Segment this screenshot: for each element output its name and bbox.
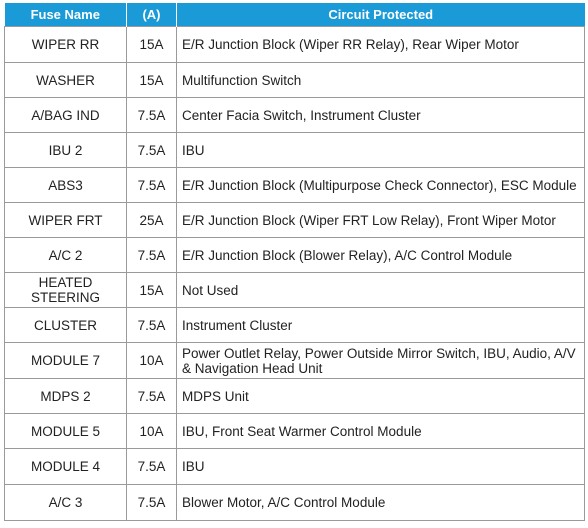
fuse-name-cell: A/BAG IND (4, 97, 127, 133)
fuse-name-cell: MODULE 7 (4, 342, 127, 379)
fuse-name-cell: HEATED STEERING (4, 272, 127, 308)
amp-cell: 15A (126, 62, 177, 98)
table-row: A/C 3 7.5A Blower Motor, A/C Control Modul… (4, 484, 585, 521)
amp-cell: 15A (126, 26, 177, 63)
table-header: Fuse Name (A) Circuit Protected (4, 3, 585, 27)
circuit-cell: Blower Motor, A/C Control Module (176, 484, 585, 521)
fuse-name-cell: A/C 3 (4, 484, 127, 521)
fuse-name-cell: WIPER FRT (4, 202, 127, 238)
circuit-cell: IBU (176, 132, 585, 168)
fuse-table: Fuse Name (A) Circuit Protected WIPER RR… (4, 3, 585, 521)
fuse-name-cell: ABS3 (4, 167, 127, 203)
circuit-cell: Not Used (176, 272, 585, 308)
circuit-cell: Center Facia Switch, Instrument Cluster (176, 97, 585, 133)
table-row: CLUSTER 7.5A Instrument Cluster (4, 307, 585, 343)
fuse-name-cell: A/C 2 (4, 237, 127, 273)
circuit-cell: IBU, Front Seat Warmer Control Module (176, 413, 585, 449)
table-row: MODULE 5 10A IBU, Front Seat Warmer Contro… (4, 413, 585, 449)
amp-cell: 25A (126, 202, 177, 238)
table-row: HEATED STEERING 15A Not Used (4, 272, 585, 308)
amp-cell: 10A (126, 413, 177, 449)
header-row: Fuse Name (A) Circuit Protected (4, 3, 585, 27)
circuit-cell: IBU (176, 448, 585, 485)
header-fuse-name: Fuse Name (4, 3, 127, 27)
header-circuit: Circuit Protected (176, 3, 585, 27)
amp-cell: 7.5A (126, 167, 177, 203)
fuse-name-cell: MODULE 4 (4, 448, 127, 485)
circuit-cell: Multifunction Switch (176, 62, 585, 98)
table-row: A/BAG IND 7.5A Center Facia Switch, Instru… (4, 97, 585, 133)
table-row: IBU 2 7.5A IBU (4, 132, 585, 168)
amp-cell: 7.5A (126, 484, 177, 521)
table-body: WIPER RR 15A E/R Junction Block (Wiper RR … (4, 26, 585, 521)
table-row: WIPER FRT 25A E/R Junction Block (Wiper FR… (4, 202, 585, 238)
table-row: MODULE 7 10A Power Outlet Relay, Power Out… (4, 342, 585, 379)
circuit-cell: MDPS Unit (176, 378, 585, 414)
amp-cell: 15A (126, 272, 177, 308)
fuse-name-cell: WASHER (4, 62, 127, 98)
table-row: MDPS 2 7.5A MDPS Unit (4, 378, 585, 414)
table-row: WIPER RR 15A E/R Junction Block (Wiper RR … (4, 26, 585, 63)
table-row: A/C 2 7.5A E/R Junction Block (Blower Rela… (4, 237, 585, 273)
amp-cell: 7.5A (126, 448, 177, 485)
amp-cell: 7.5A (126, 237, 177, 273)
amp-cell: 10A (126, 342, 177, 379)
circuit-cell: E/R Junction Block (Multipurpose Check C… (176, 167, 585, 203)
circuit-cell: E/R Junction Block (Blower Relay), A/C C… (176, 237, 585, 273)
fuse-name-cell: IBU 2 (4, 132, 127, 168)
amp-cell: 7.5A (126, 132, 177, 168)
table-row: ABS3 7.5A E/R Junction Block (Multipurpose… (4, 167, 585, 203)
circuit-cell: E/R Junction Block (Wiper FRT Low Relay)… (176, 202, 585, 238)
circuit-cell: Instrument Cluster (176, 307, 585, 343)
amp-cell: 7.5A (126, 97, 177, 133)
fuse-name-cell: WIPER RR (4, 26, 127, 63)
table-row: MODULE 4 7.5A IBU (4, 448, 585, 485)
fuse-name-cell: MODULE 5 (4, 413, 127, 449)
table-row: WASHER 15A Multifunction Switch (4, 62, 585, 98)
circuit-cell: Power Outlet Relay, Power Outside Mirror… (176, 342, 585, 379)
amp-cell: 7.5A (126, 378, 177, 414)
amp-cell: 7.5A (126, 307, 177, 343)
circuit-cell: E/R Junction Block (Wiper RR Relay), Rea… (176, 26, 585, 63)
fuse-name-cell: CLUSTER (4, 307, 127, 343)
fuse-name-cell: MDPS 2 (4, 378, 127, 414)
header-amp: (A) (126, 3, 177, 27)
